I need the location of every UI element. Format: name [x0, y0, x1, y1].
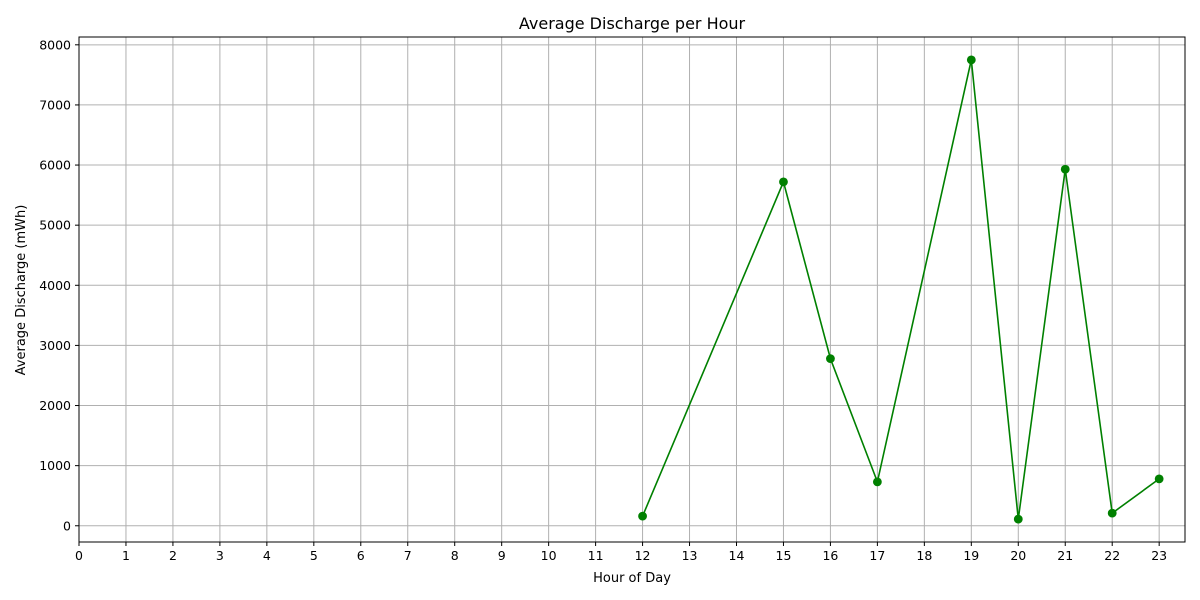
- data-point: [1060, 164, 1070, 174]
- x-tick-label: 3: [216, 548, 224, 563]
- x-axis: 0 1 2 3 4 5 6 7 8 9 10 11 12 13 14 15 16 17 18 19 20 21 22 23: [75, 542, 1167, 563]
- y-tick-label: 5000: [39, 218, 71, 233]
- data-point: [1107, 508, 1117, 518]
- x-axis-label: Hour of Day: [593, 571, 671, 586]
- y-tick-label: 8000: [39, 37, 71, 52]
- x-tick-label: 5: [310, 548, 318, 563]
- data-point: [872, 477, 882, 487]
- x-tick-label: 1: [122, 548, 130, 563]
- x-tick-label: 6: [357, 548, 365, 563]
- grid: [78, 37, 1185, 542]
- x-tick-label: 18: [916, 548, 932, 563]
- x-tick-label: 4: [263, 548, 271, 563]
- y-tick-label: 2000: [39, 398, 71, 413]
- x-tick-label: 9: [498, 548, 506, 563]
- y-tick-label: 6000: [39, 158, 71, 173]
- x-tick-label: 21: [1057, 548, 1073, 563]
- x-tick-label: 14: [729, 548, 745, 563]
- x-tick-label: 13: [682, 548, 698, 563]
- data-point: [826, 354, 835, 364]
- data-point: [638, 511, 647, 521]
- x-tick-label: 19: [963, 548, 979, 563]
- x-tick-label: 12: [635, 548, 651, 563]
- x-tick-label: 10: [541, 548, 557, 563]
- y-tick-label: 0: [63, 518, 71, 533]
- data-point: [1013, 514, 1023, 524]
- y-axis: 0 1000 2000 3000 4000 5000 6000 7000 8000: [39, 37, 79, 533]
- x-tick-label: 0: [75, 548, 83, 563]
- data-point: [779, 177, 788, 187]
- x-tick-label: 22: [1104, 548, 1120, 563]
- x-tick-label: 17: [869, 548, 885, 563]
- x-tick-label: 16: [822, 548, 838, 563]
- x-tick-label: 7: [404, 548, 412, 563]
- x-tick-label: 11: [588, 548, 604, 563]
- chart-title: Average Discharge per Hour: [519, 14, 746, 33]
- x-tick-label: 23: [1151, 548, 1167, 563]
- x-tick-label: 8: [451, 548, 459, 563]
- data-point: [1154, 474, 1164, 484]
- x-tick-label: 15: [776, 548, 792, 563]
- data-point: [966, 55, 976, 65]
- y-axis-label: Average Discharge (mWh): [14, 205, 29, 376]
- series-layer: [638, 55, 1164, 524]
- y-tick-label: 1000: [39, 458, 71, 473]
- y-tick-label: 4000: [39, 278, 71, 293]
- x-tick-label: 2: [169, 548, 177, 563]
- plot-frame: [78, 36, 1186, 543]
- y-tick-label: 3000: [39, 338, 71, 353]
- x-tick-label: 20: [1010, 548, 1026, 563]
- y-tick-label: 7000: [39, 97, 71, 112]
